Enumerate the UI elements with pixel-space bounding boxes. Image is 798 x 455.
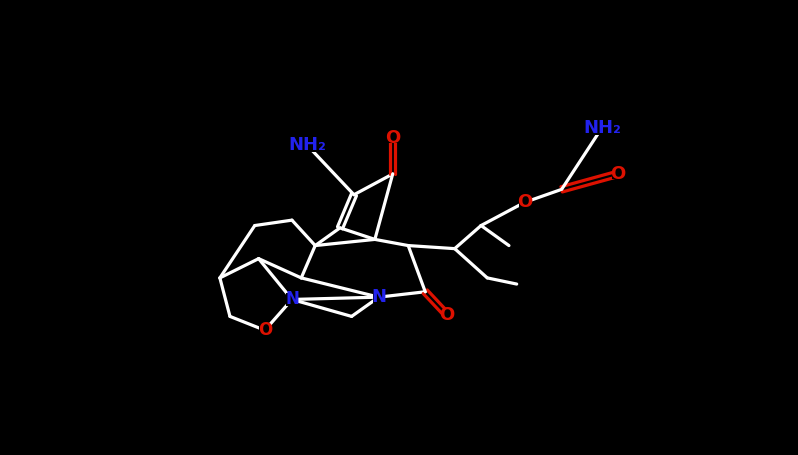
Bar [294, 138, 321, 152]
Text: O: O [385, 129, 401, 147]
Bar [589, 121, 615, 135]
Text: O: O [440, 306, 455, 324]
Text: N: N [285, 290, 299, 308]
Bar [387, 132, 398, 143]
Text: NH₂: NH₂ [289, 136, 326, 154]
Text: NH₂: NH₂ [583, 119, 621, 137]
Bar [286, 293, 298, 306]
Bar [441, 309, 452, 320]
Text: N: N [371, 288, 386, 306]
Text: O: O [610, 165, 625, 183]
Bar [519, 197, 530, 208]
Text: O: O [258, 321, 272, 339]
Bar [373, 291, 384, 303]
Bar [259, 324, 271, 336]
Text: O: O [517, 193, 532, 212]
Bar [612, 168, 623, 179]
